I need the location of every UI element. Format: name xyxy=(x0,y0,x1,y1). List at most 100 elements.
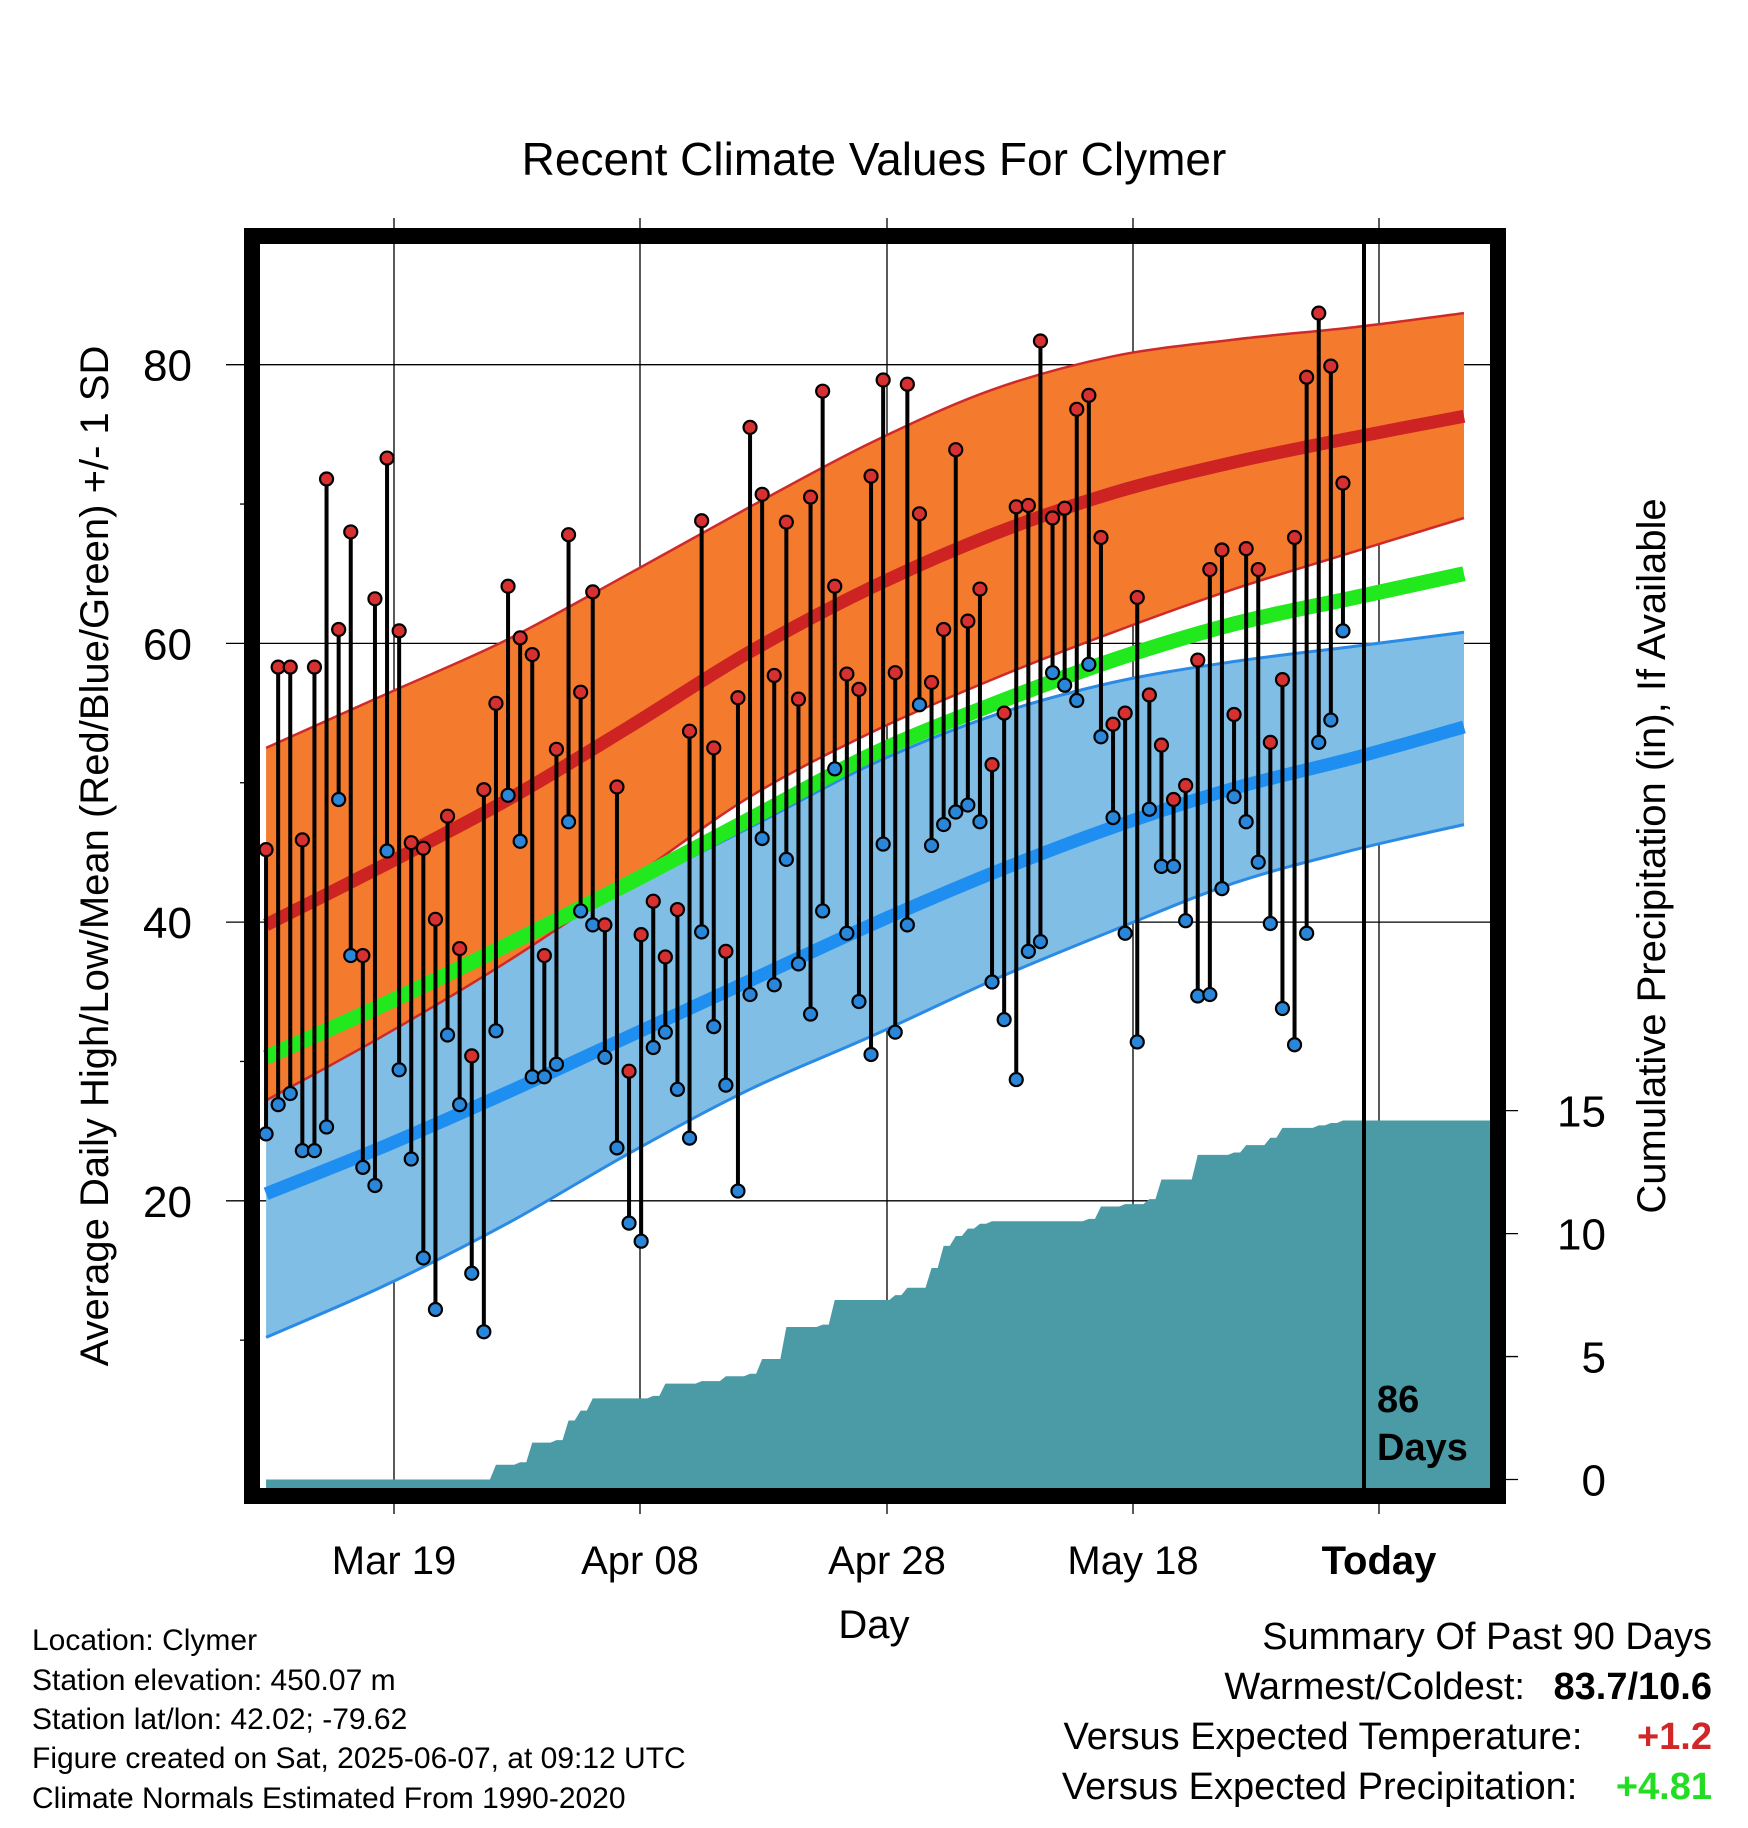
daily-high-point xyxy=(258,842,274,858)
daily-low-point xyxy=(427,1301,444,1318)
daily-high-point xyxy=(742,419,758,436)
observations xyxy=(258,305,1351,1340)
summary-precip-value: +4.81 xyxy=(1615,1766,1712,1808)
daily-low-point xyxy=(1323,712,1339,728)
daily-high-point xyxy=(645,893,661,909)
cumulative-precip-area xyxy=(266,1120,1490,1488)
daily-low-point xyxy=(694,924,710,940)
daily-low-point xyxy=(790,956,807,972)
daily-low-point xyxy=(536,1069,552,1085)
daily-low-point xyxy=(1311,734,1327,750)
daily-low-point xyxy=(887,1024,903,1040)
daily-low-point xyxy=(1044,665,1061,681)
x-tick-label: Apr 28 xyxy=(828,1539,946,1583)
daily-low-point xyxy=(1238,814,1254,830)
daily-low-point xyxy=(657,1024,673,1040)
y-left-tick-label: 80 xyxy=(143,342,192,391)
daily-high-point xyxy=(1057,500,1073,516)
summary-temp-value: +1.2 xyxy=(1636,1716,1712,1758)
daily-high-point xyxy=(730,690,746,706)
daily-low-point xyxy=(476,1324,492,1340)
daily-low-point xyxy=(1190,988,1206,1004)
daily-low-point xyxy=(609,1140,625,1156)
daily-high-point xyxy=(415,840,431,856)
daily-high-point xyxy=(1274,672,1291,688)
daily-low-point xyxy=(1178,913,1194,929)
today-days-count: 86 xyxy=(1377,1379,1419,1421)
x-tick-label: Apr 08 xyxy=(581,1539,699,1583)
y-right-tick-label: 5 xyxy=(1582,1334,1606,1383)
daily-high-point xyxy=(1081,387,1097,403)
today-days-label: Days xyxy=(1377,1427,1468,1469)
daily-low-point xyxy=(1081,656,1097,672)
summary-temp-row: Versus Expected Temperature: +1.2 xyxy=(1063,1716,1712,1759)
y-left-tick-label: 40 xyxy=(143,899,192,948)
daily-high-point xyxy=(1020,497,1036,514)
daily-low-point xyxy=(1117,925,1133,941)
daily-high-point xyxy=(790,691,807,707)
daily-high-point xyxy=(621,1063,637,1079)
daily-high-point xyxy=(318,471,335,487)
daily-low-point xyxy=(403,1151,419,1167)
high-band-upper-edge xyxy=(265,311,1465,750)
y-left-tick-label: 60 xyxy=(143,620,192,669)
daily-high-point xyxy=(911,506,928,522)
daily-high-point xyxy=(500,578,516,594)
daily-low-point xyxy=(633,1233,649,1249)
daily-high-point xyxy=(294,832,310,848)
daily-high-point xyxy=(1105,716,1121,732)
daily-high-point xyxy=(972,581,988,597)
y-right-tick-label: 15 xyxy=(1557,1088,1606,1137)
daily-low-point xyxy=(984,974,1000,990)
summary-warmest-label: Warmest/Coldest: xyxy=(1224,1666,1525,1708)
meta-latlon: Station lat/lon: 42.02; -79.62 xyxy=(32,1703,408,1736)
daily-high-point xyxy=(827,578,843,594)
daily-low-point xyxy=(1057,677,1073,693)
daily-low-point xyxy=(452,1097,468,1113)
plot-frame-group xyxy=(244,228,1506,1504)
daily-high-point xyxy=(996,705,1012,721)
daily-high-point xyxy=(1286,529,1303,546)
daily-low-point xyxy=(282,1085,298,1102)
daily-low-point xyxy=(1202,986,1218,1003)
high-temp-sd-band xyxy=(266,313,1465,1101)
daily-high-point xyxy=(343,524,359,540)
summary-temp-label: Versus Expected Temperature: xyxy=(1063,1716,1583,1758)
daily-high-point xyxy=(1008,499,1024,515)
daily-high-point xyxy=(1165,791,1182,808)
meta-normals: Climate Normals Estimated From 1990-2020 xyxy=(32,1782,626,1815)
daily-high-point xyxy=(1178,777,1194,794)
daily-high-point xyxy=(1311,305,1327,321)
daily-high-point xyxy=(1044,510,1061,526)
daily-low-point xyxy=(1141,801,1157,817)
axis-ticks: 20 40 60 80 0 5 10 15 Mar 19 Apr 08 Apr 28 May 18 To… xyxy=(143,342,1606,1583)
daily-high-point xyxy=(1323,358,1339,374)
meta-location: Location: Clymer xyxy=(32,1624,258,1657)
daily-low-point xyxy=(367,1177,383,1194)
daily-low-point xyxy=(500,787,516,803)
daily-high-point xyxy=(452,940,468,957)
daily-low-point xyxy=(1165,858,1182,874)
precip-area-group xyxy=(266,1120,1490,1488)
daily-high-point xyxy=(948,442,964,458)
daily-high-point xyxy=(1190,652,1206,668)
daily-low-point xyxy=(948,804,964,820)
daily-low-point xyxy=(706,1019,722,1035)
daily-low-point xyxy=(899,917,915,933)
daily-low-point xyxy=(839,925,855,941)
daily-high-point xyxy=(669,901,686,918)
daily-high-point xyxy=(1250,561,1266,578)
meta-created: Figure created on Sat, 2025-06-07, at 09… xyxy=(32,1742,686,1775)
daily-high-point xyxy=(512,630,528,646)
daily-low-point xyxy=(923,837,940,854)
daily-high-point xyxy=(536,947,552,964)
axis-labels: Recent Climate Values For Clymer Day Ave… xyxy=(73,133,1674,1647)
summary-warmest-row: Warmest/Coldest: 83.7/10.6 xyxy=(1224,1666,1712,1709)
daily-high-point xyxy=(1069,401,1085,417)
daily-high-point xyxy=(1141,687,1157,703)
summary-title: Summary Of Past 90 Days xyxy=(1262,1616,1712,1658)
y-axis-label-left: Average Daily High/Low/Mean (Red/Blue/Gr… xyxy=(73,346,117,1367)
x-tick-label: Today xyxy=(1322,1539,1438,1583)
daily-low-point xyxy=(306,1143,323,1159)
